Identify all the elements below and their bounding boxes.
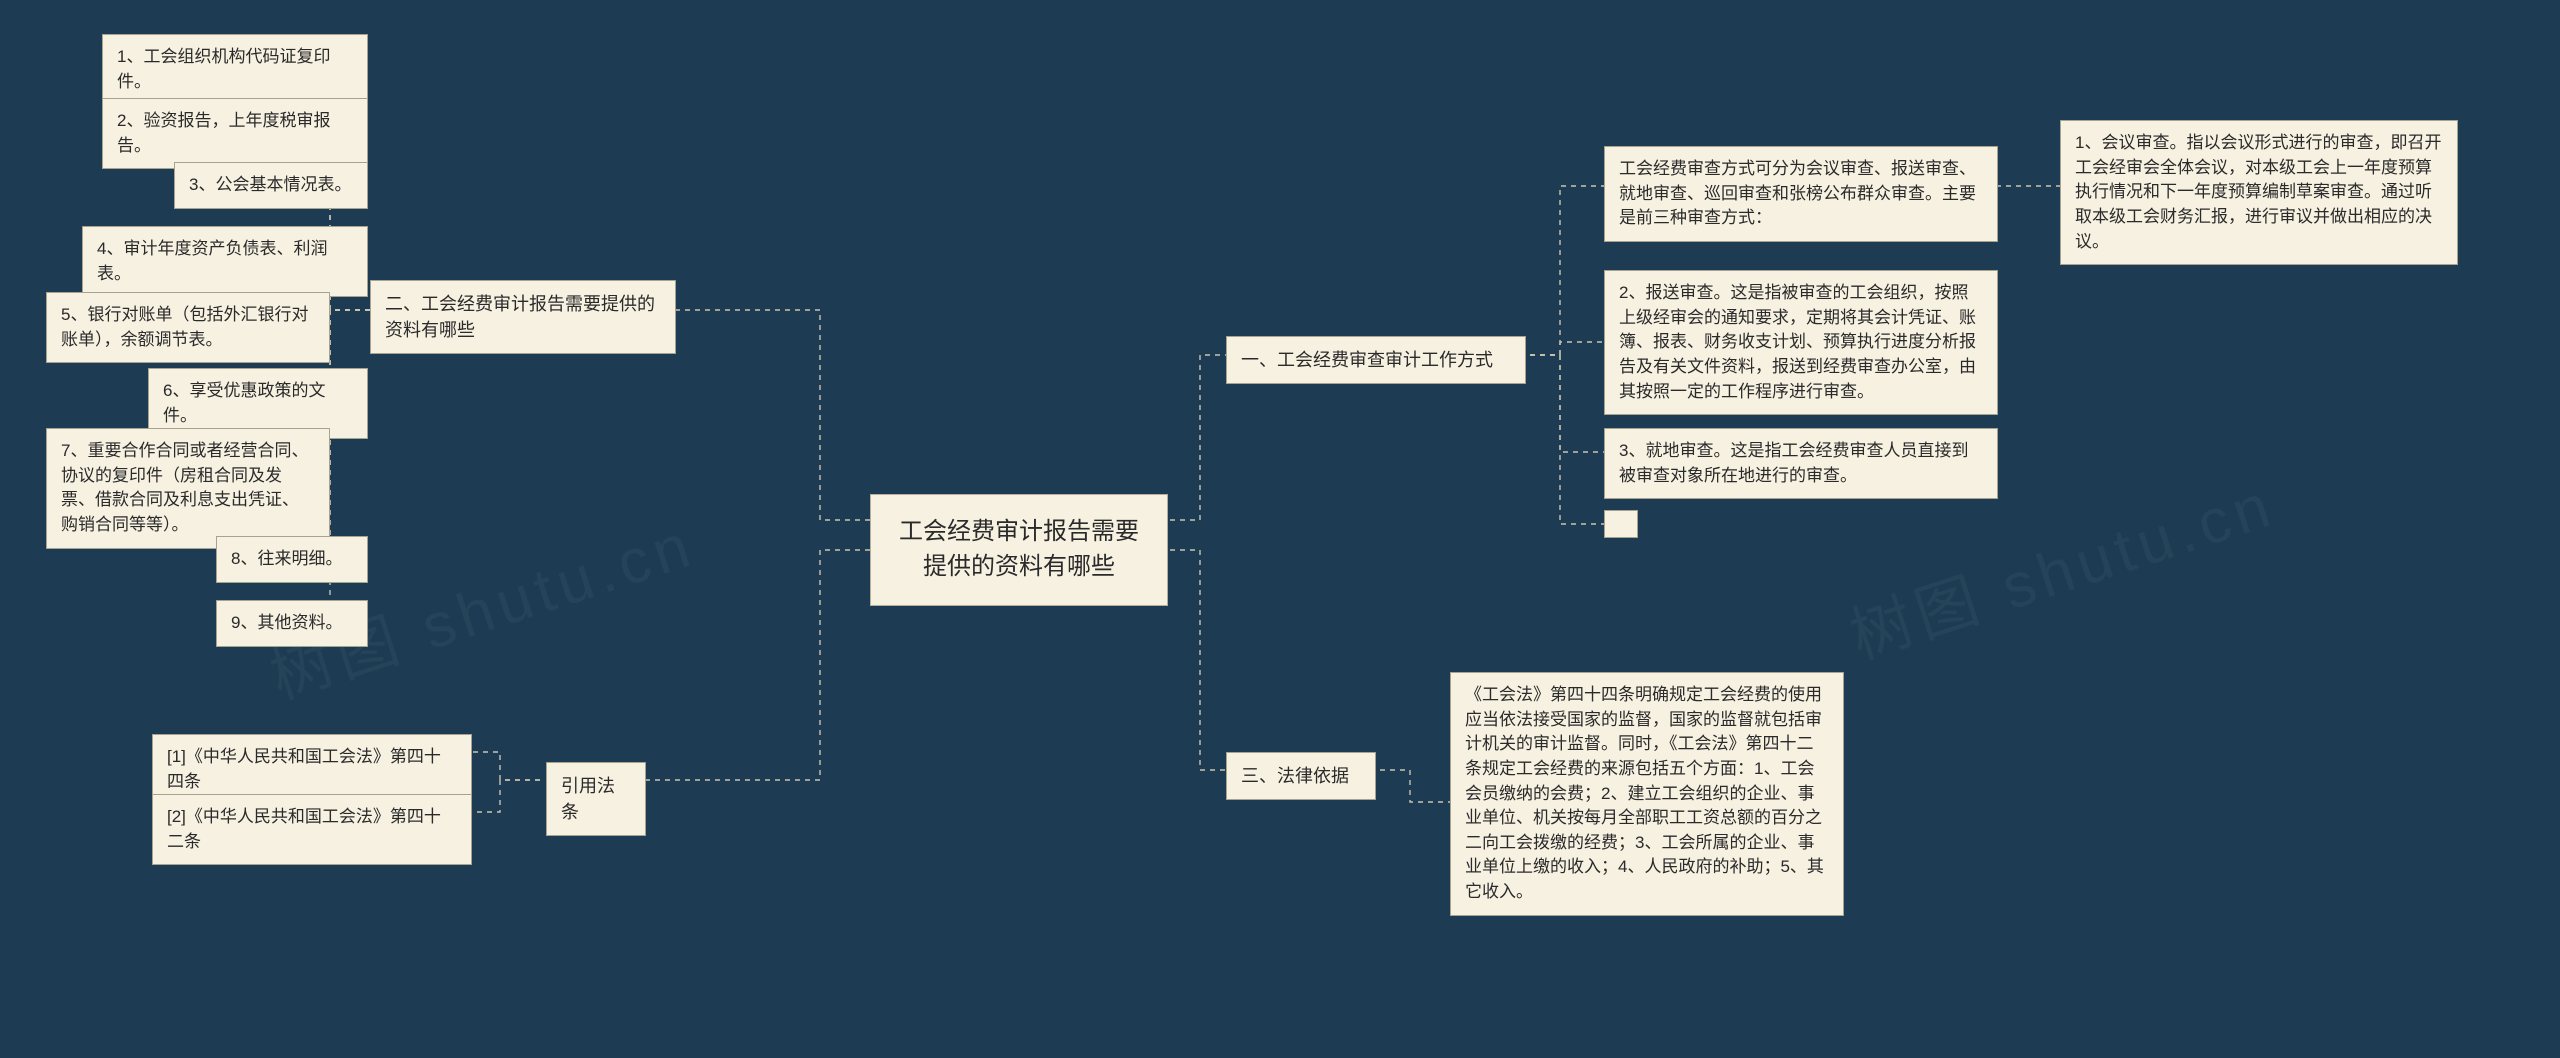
branch-1: 一、工会经费审查审计工作方式 [1226, 336, 1526, 384]
branch-1-child-1-leaf: 1、会议审查。指以会议形式进行的审查，即召开工会经审会全体会议，对本级工会上一年… [2060, 120, 2458, 265]
branch-2-child-4: 4、审计年度资产负债表、利润表。 [82, 226, 368, 297]
branch-2-child-3: 3、公会基本情况表。 [174, 162, 368, 209]
branch-3: 三、法律依据 [1226, 752, 1376, 800]
branch-3-child-1: 《工会法》第四十四条明确规定工会经费的使用应当依法接受国家的监督，国家的监督就包… [1450, 672, 1844, 916]
branch-2-child-7: 7、重要合作合同或者经营合同、协议的复印件（房租合同及发票、借款合同及利息支出凭… [46, 428, 330, 549]
root-node: 工会经费审计报告需要提供的资料有哪些 [870, 494, 1168, 606]
branch-1-child-4-empty [1604, 510, 1638, 538]
branch-2-child-9: 9、其他资料。 [216, 600, 368, 647]
branch-4-child-2: [2]《中华人民共和国工会法》第四十二条 [152, 794, 472, 865]
branch-2-child-1: 1、工会组织机构代码证复印件。 [102, 34, 368, 105]
branch-1-child-1: 工会经费审查方式可分为会议审查、报送审查、就地审查、巡回审查和张榜公布群众审查。… [1604, 146, 1998, 242]
branch-2-child-2: 2、验资报告，上年度税审报告。 [102, 98, 368, 169]
branch-2-child-8: 8、往来明细。 [216, 536, 368, 583]
branch-4: 引用法条 [546, 762, 646, 836]
branch-2: 二、工会经费审计报告需要提供的资料有哪些 [370, 280, 676, 354]
branch-1-child-2: 2、报送审查。这是指被审查的工会组织，按照上级经审会的通知要求，定期将其会计凭证… [1604, 270, 1998, 415]
branch-2-child-5: 5、银行对账单（包括外汇银行对账单），余额调节表。 [46, 292, 330, 363]
branch-1-child-3: 3、就地审查。这是指工会经费审查人员直接到被审查对象所在地进行的审查。 [1604, 428, 1998, 499]
